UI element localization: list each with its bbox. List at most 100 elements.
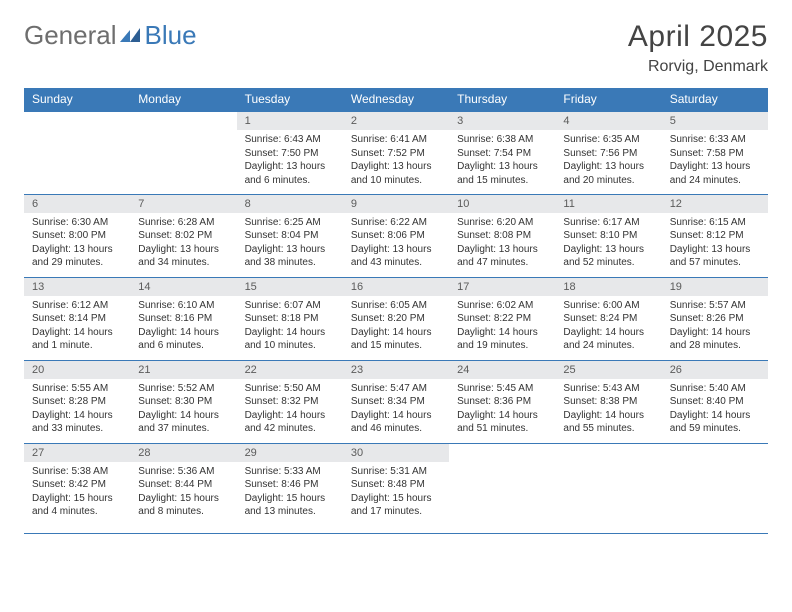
sunrise-line: Sunrise: 5:31 AM — [351, 465, 441, 479]
sunrise-line: Sunrise: 5:45 AM — [457, 382, 547, 396]
day-content: Sunrise: 6:43 AMSunset: 7:50 PMDaylight:… — [237, 130, 343, 193]
sunset-line: Sunset: 7:52 PM — [351, 147, 441, 161]
sunrise-line: Sunrise: 6:22 AM — [351, 216, 441, 230]
calendar-cell: 12Sunrise: 6:15 AMSunset: 8:12 PMDayligh… — [662, 194, 768, 277]
sunset-line: Sunset: 8:48 PM — [351, 478, 441, 492]
day-number: 18 — [555, 278, 661, 296]
calendar-cell: 4Sunrise: 6:35 AMSunset: 7:56 PMDaylight… — [555, 111, 661, 194]
day-number: 5 — [662, 112, 768, 130]
sunrise-line: Sunrise: 5:47 AM — [351, 382, 441, 396]
daylight-line: Daylight: 14 hours and 10 minutes. — [245, 326, 335, 353]
sunrise-line: Sunrise: 6:17 AM — [563, 216, 653, 230]
day-number: 26 — [662, 361, 768, 379]
sunset-line: Sunset: 7:50 PM — [245, 147, 335, 161]
day-number: 13 — [24, 278, 130, 296]
sunrise-line: Sunrise: 6:30 AM — [32, 216, 122, 230]
daylight-line: Daylight: 14 hours and 33 minutes. — [32, 409, 122, 436]
daylight-line: Daylight: 14 hours and 19 minutes. — [457, 326, 547, 353]
day-number: 19 — [662, 278, 768, 296]
day-content: Sunrise: 6:28 AMSunset: 8:02 PMDaylight:… — [130, 213, 236, 276]
day-number: 4 — [555, 112, 661, 130]
daylight-line: Daylight: 13 hours and 38 minutes. — [245, 243, 335, 270]
day-number: 2 — [343, 112, 449, 130]
calendar-cell: 22Sunrise: 5:50 AMSunset: 8:32 PMDayligh… — [237, 360, 343, 443]
day-number: 6 — [24, 195, 130, 213]
daylight-line: Daylight: 14 hours and 24 minutes. — [563, 326, 653, 353]
day-content: Sunrise: 5:36 AMSunset: 8:44 PMDaylight:… — [130, 462, 236, 525]
calendar-cell: 3Sunrise: 6:38 AMSunset: 7:54 PMDaylight… — [449, 111, 555, 194]
day-number: 14 — [130, 278, 236, 296]
calendar-row: 27Sunrise: 5:38 AMSunset: 8:42 PMDayligh… — [24, 443, 768, 533]
calendar-cell: 26Sunrise: 5:40 AMSunset: 8:40 PMDayligh… — [662, 360, 768, 443]
weekday-header: Saturday — [662, 88, 768, 111]
sunrise-line: Sunrise: 5:52 AM — [138, 382, 228, 396]
daylight-line: Daylight: 15 hours and 8 minutes. — [138, 492, 228, 519]
day-number: 16 — [343, 278, 449, 296]
day-content: Sunrise: 5:50 AMSunset: 8:32 PMDaylight:… — [237, 379, 343, 442]
daylight-line: Daylight: 13 hours and 52 minutes. — [563, 243, 653, 270]
daylight-line: Daylight: 13 hours and 10 minutes. — [351, 160, 441, 187]
day-number: 7 — [130, 195, 236, 213]
sunset-line: Sunset: 8:42 PM — [32, 478, 122, 492]
sunset-line: Sunset: 8:32 PM — [245, 395, 335, 409]
day-number: 20 — [24, 361, 130, 379]
day-content: Sunrise: 5:45 AMSunset: 8:36 PMDaylight:… — [449, 379, 555, 442]
day-content: Sunrise: 6:07 AMSunset: 8:18 PMDaylight:… — [237, 296, 343, 359]
daylight-line: Daylight: 13 hours and 29 minutes. — [32, 243, 122, 270]
day-number: 24 — [449, 361, 555, 379]
calendar-cell: .. — [662, 443, 768, 533]
day-content: Sunrise: 5:57 AMSunset: 8:26 PMDaylight:… — [662, 296, 768, 359]
day-number: 29 — [237, 444, 343, 462]
day-number: 27 — [24, 444, 130, 462]
sunrise-line: Sunrise: 6:28 AM — [138, 216, 228, 230]
day-number: 3 — [449, 112, 555, 130]
weekday-header: Monday — [130, 88, 236, 111]
day-content: Sunrise: 6:35 AMSunset: 7:56 PMDaylight:… — [555, 130, 661, 193]
sunrise-line: Sunrise: 6:10 AM — [138, 299, 228, 313]
daylight-line: Daylight: 14 hours and 1 minute. — [32, 326, 122, 353]
day-content: Sunrise: 6:02 AMSunset: 8:22 PMDaylight:… — [449, 296, 555, 359]
location: Rorvig, Denmark — [628, 58, 768, 76]
day-content: Sunrise: 6:17 AMSunset: 8:10 PMDaylight:… — [555, 213, 661, 276]
sunrise-line: Sunrise: 5:57 AM — [670, 299, 760, 313]
sunset-line: Sunset: 8:24 PM — [563, 312, 653, 326]
day-content: Sunrise: 5:33 AMSunset: 8:46 PMDaylight:… — [237, 462, 343, 525]
title-block: April 2025 Rorvig, Denmark — [628, 20, 768, 76]
daylight-line: Daylight: 13 hours and 57 minutes. — [670, 243, 760, 270]
sunset-line: Sunset: 8:46 PM — [245, 478, 335, 492]
calendar-head: SundayMondayTuesdayWednesdayThursdayFrid… — [24, 88, 768, 111]
daylight-line: Daylight: 14 hours and 55 minutes. — [563, 409, 653, 436]
calendar-cell: 16Sunrise: 6:05 AMSunset: 8:20 PMDayligh… — [343, 277, 449, 360]
daylight-line: Daylight: 13 hours and 15 minutes. — [457, 160, 547, 187]
day-number: 11 — [555, 195, 661, 213]
daylight-line: Daylight: 14 hours and 42 minutes. — [245, 409, 335, 436]
daylight-line: Daylight: 15 hours and 4 minutes. — [32, 492, 122, 519]
sunrise-line: Sunrise: 5:38 AM — [32, 465, 122, 479]
calendar-cell: 8Sunrise: 6:25 AMSunset: 8:04 PMDaylight… — [237, 194, 343, 277]
day-content: Sunrise: 5:55 AMSunset: 8:28 PMDaylight:… — [24, 379, 130, 442]
calendar-cell: 20Sunrise: 5:55 AMSunset: 8:28 PMDayligh… — [24, 360, 130, 443]
day-content: Sunrise: 5:40 AMSunset: 8:40 PMDaylight:… — [662, 379, 768, 442]
day-content: Sunrise: 6:00 AMSunset: 8:24 PMDaylight:… — [555, 296, 661, 359]
day-content: Sunrise: 6:10 AMSunset: 8:16 PMDaylight:… — [130, 296, 236, 359]
calendar-cell: 15Sunrise: 6:07 AMSunset: 8:18 PMDayligh… — [237, 277, 343, 360]
day-number: 25 — [555, 361, 661, 379]
sunrise-line: Sunrise: 6:07 AM — [245, 299, 335, 313]
daylight-line: Daylight: 13 hours and 20 minutes. — [563, 160, 653, 187]
calendar-row: 13Sunrise: 6:12 AMSunset: 8:14 PMDayligh… — [24, 277, 768, 360]
day-number: 30 — [343, 444, 449, 462]
weekday-row: SundayMondayTuesdayWednesdayThursdayFrid… — [24, 88, 768, 111]
daylight-line: Daylight: 14 hours and 59 minutes. — [670, 409, 760, 436]
sunrise-line: Sunrise: 6:12 AM — [32, 299, 122, 313]
weekday-header: Wednesday — [343, 88, 449, 111]
calendar-cell: 23Sunrise: 5:47 AMSunset: 8:34 PMDayligh… — [343, 360, 449, 443]
daylight-line: Daylight: 13 hours and 24 minutes. — [670, 160, 760, 187]
sunrise-line: Sunrise: 6:43 AM — [245, 133, 335, 147]
calendar-cell: 9Sunrise: 6:22 AMSunset: 8:06 PMDaylight… — [343, 194, 449, 277]
day-content: Sunrise: 6:05 AMSunset: 8:20 PMDaylight:… — [343, 296, 449, 359]
day-content: Sunrise: 5:47 AMSunset: 8:34 PMDaylight:… — [343, 379, 449, 442]
calendar-cell: 17Sunrise: 6:02 AMSunset: 8:22 PMDayligh… — [449, 277, 555, 360]
day-number: 9 — [343, 195, 449, 213]
sunset-line: Sunset: 8:38 PM — [563, 395, 653, 409]
sunrise-line: Sunrise: 5:40 AM — [670, 382, 760, 396]
